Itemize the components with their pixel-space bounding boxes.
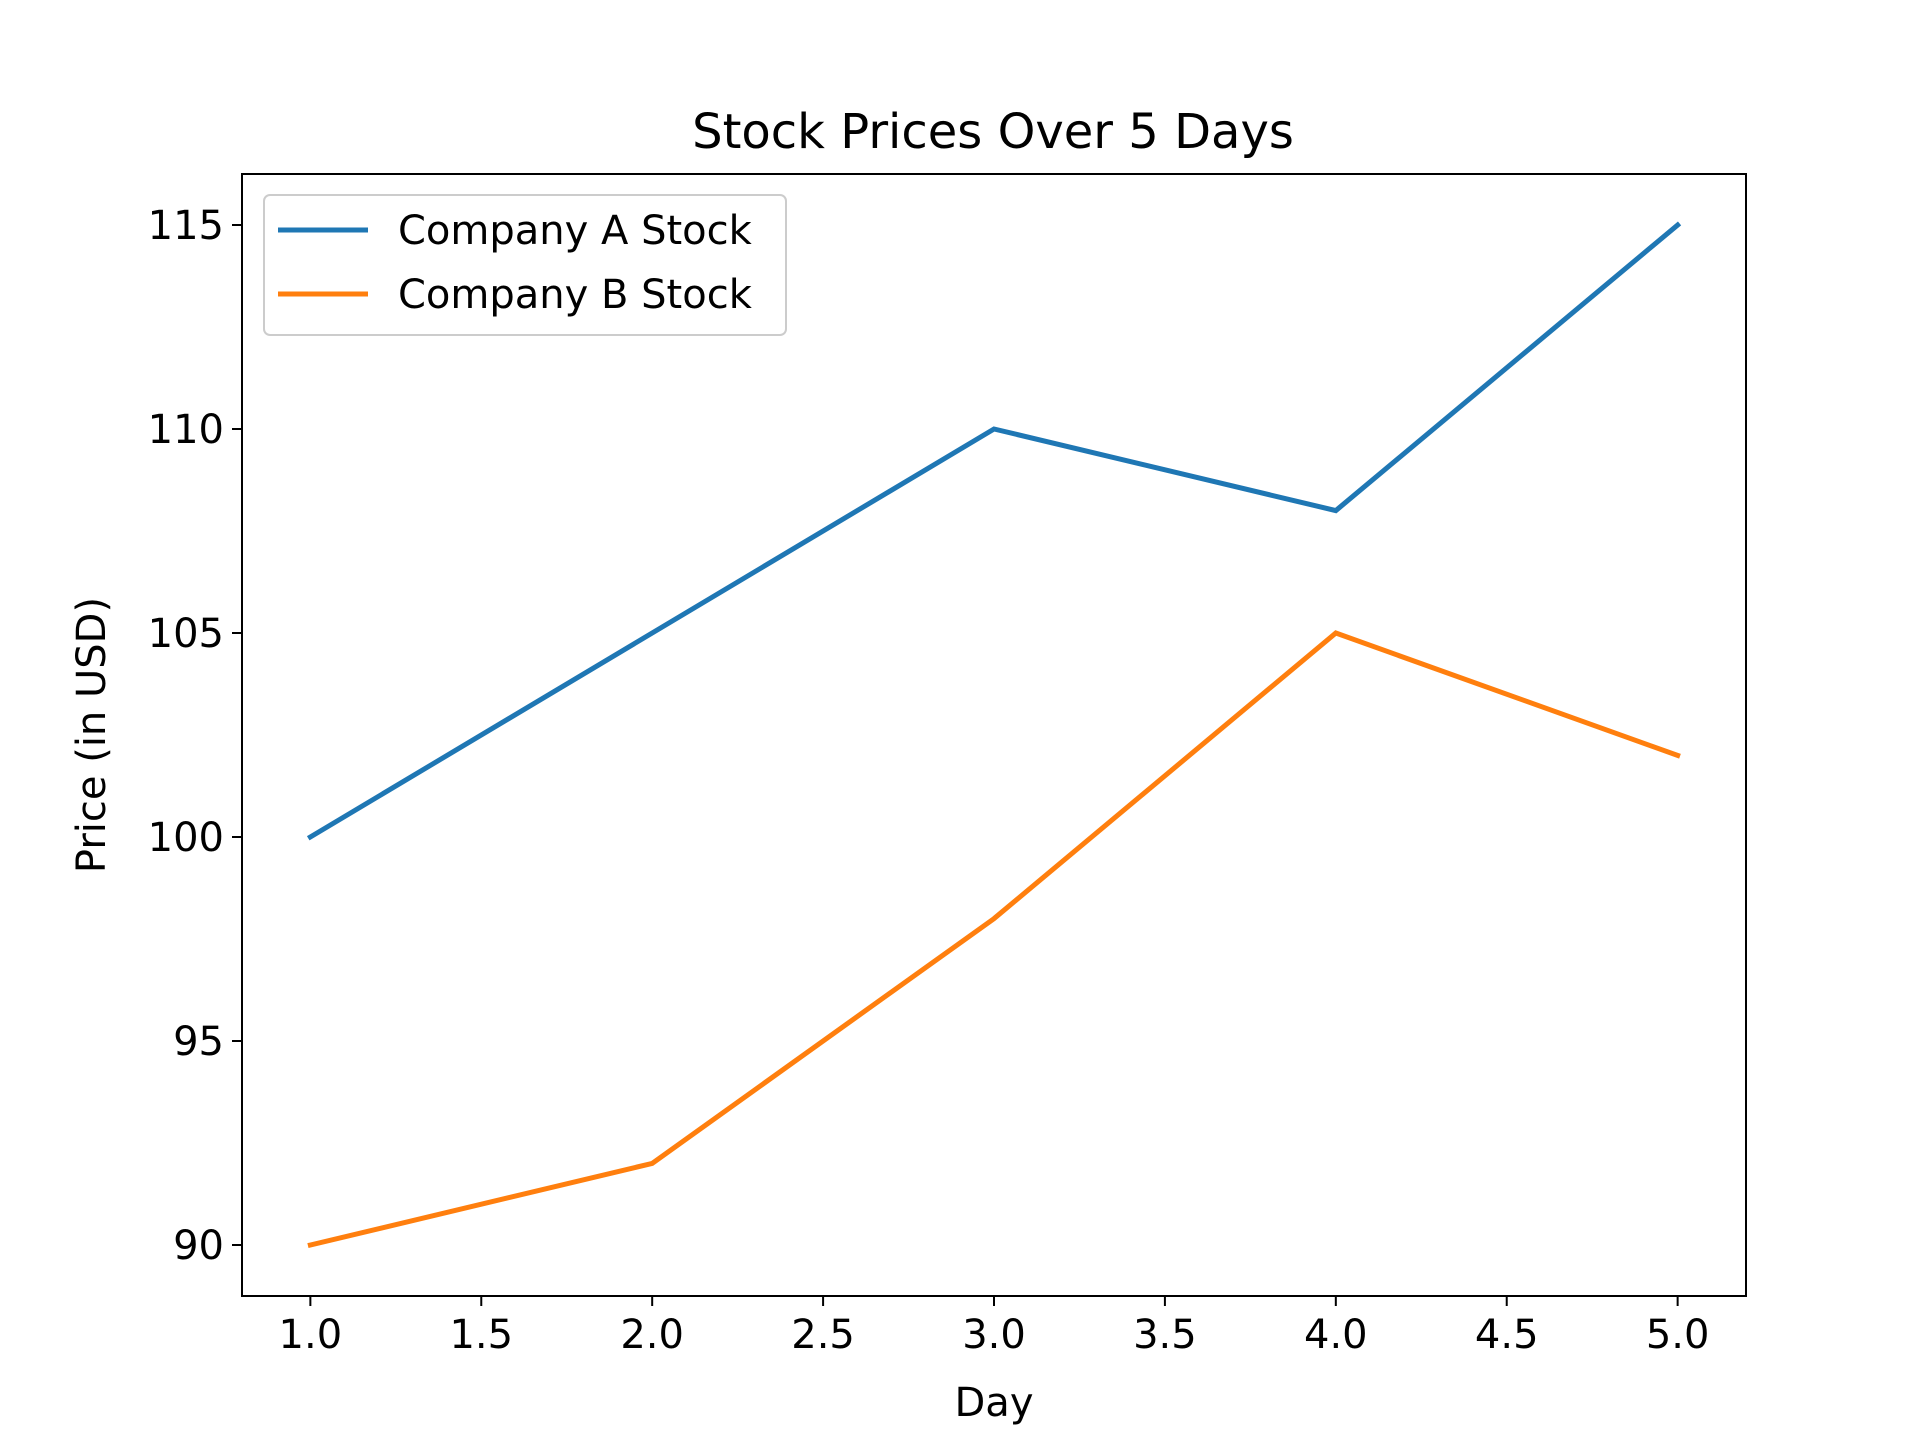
x-tick-label: 1.5	[449, 1312, 513, 1358]
x-tick-label: 5.0	[1646, 1312, 1710, 1358]
x-tick-label: 2.0	[620, 1312, 684, 1358]
series-line-company-a-stock	[306, 221, 1682, 841]
series-lines	[306, 221, 1682, 1249]
series-line-company-b-stock	[307, 630, 1681, 1249]
x-tick-label: 3.0	[962, 1312, 1026, 1358]
y-tick-label: 105	[148, 611, 224, 657]
x-tick-label: 4.5	[1475, 1312, 1539, 1358]
y-tick-label: 95	[173, 1019, 224, 1065]
y-tick-label: 90	[173, 1223, 224, 1269]
x-tick-label: 3.5	[1133, 1312, 1197, 1358]
x-tick-label: 1.0	[279, 1312, 343, 1358]
x-axis-ticks: 1.0 1.5 2.0 2.5 3.0 3.5 4.0 4.5 5.0	[279, 1296, 1710, 1358]
y-tick-label: 115	[148, 203, 224, 249]
y-tick-label: 110	[148, 407, 224, 453]
legend-label-company-b: Company B Stock	[398, 272, 753, 318]
x-tick-label: 2.5	[791, 1312, 855, 1358]
y-tick-label: 100	[148, 815, 224, 861]
x-axis-label: Day	[955, 1380, 1034, 1426]
plot-frame	[241, 173, 1747, 1297]
x-tick-label: 4.0	[1304, 1312, 1368, 1358]
y-axis-ticks: 90 95 100 105 110 115	[148, 203, 242, 1269]
legend-frame	[263, 194, 787, 336]
legend-label-company-a: Company A Stock	[398, 208, 753, 254]
y-axis-label: Price (in USD)	[69, 597, 115, 873]
chart-title: Stock Prices Over 5 Days	[692, 104, 1294, 160]
legend: Company A Stock Company B Stock	[263, 194, 787, 336]
